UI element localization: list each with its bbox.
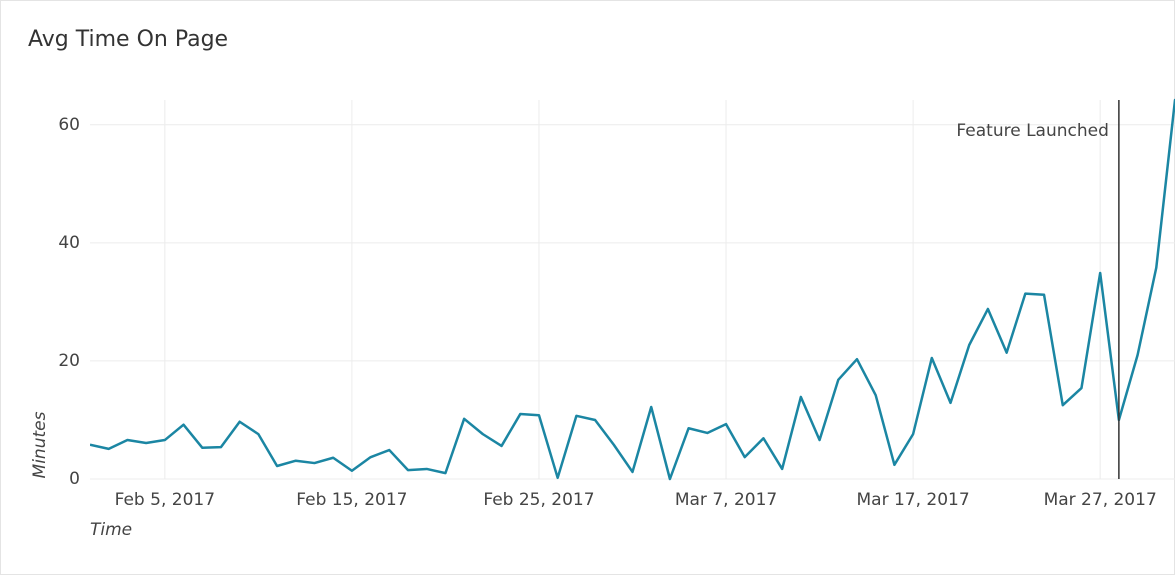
y-tick-label: 40 — [58, 233, 80, 253]
x-tick-label: Mar 17, 2017 — [857, 490, 970, 510]
y-tick-label: 0 — [69, 469, 80, 489]
y-tick-label: 60 — [58, 115, 80, 135]
x-tick-label: Feb 5, 2017 — [115, 490, 215, 510]
plot-area — [90, 98, 1175, 481]
data-line — [90, 98, 1175, 481]
x-axis-title: Time — [90, 520, 132, 540]
x-tick-label: Feb 25, 2017 — [483, 490, 594, 510]
annotation-label: Feature Launched — [956, 121, 1108, 141]
y-axis-title: Minutes — [30, 411, 50, 478]
x-tick-label: Mar 27, 2017 — [1044, 490, 1157, 510]
x-tick-label: Feb 15, 2017 — [296, 490, 407, 510]
chart-title: Avg Time On Page — [28, 27, 228, 52]
x-tick-label: Mar 7, 2017 — [675, 490, 777, 510]
y-tick-label: 20 — [58, 351, 80, 371]
